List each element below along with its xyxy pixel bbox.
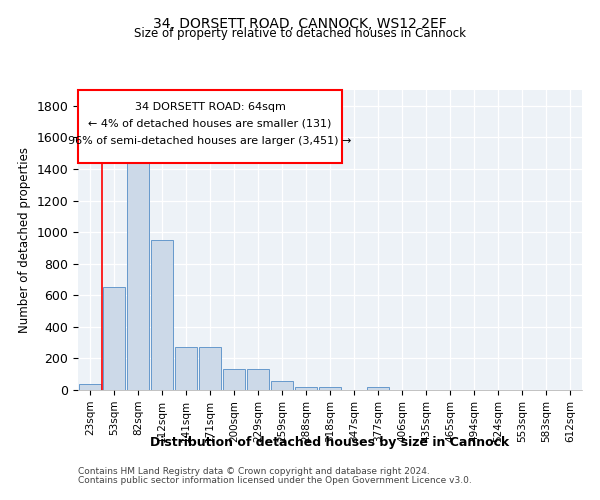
Bar <box>103 288 125 390</box>
Bar <box>271 380 293 390</box>
Y-axis label: Number of detached properties: Number of detached properties <box>18 147 31 333</box>
Text: Contains public sector information licensed under the Open Government Licence v3: Contains public sector information licen… <box>78 476 472 485</box>
Bar <box>295 387 317 390</box>
Text: 34, DORSETT ROAD, CANNOCK, WS12 2EF: 34, DORSETT ROAD, CANNOCK, WS12 2EF <box>153 18 447 32</box>
Bar <box>223 368 245 390</box>
Text: Distribution of detached houses by size in Cannock: Distribution of detached houses by size … <box>151 436 509 449</box>
Bar <box>127 156 149 390</box>
Text: Contains HM Land Registry data © Crown copyright and database right 2024.: Contains HM Land Registry data © Crown c… <box>78 467 430 476</box>
Bar <box>319 387 341 390</box>
Text: 96% of semi-detached houses are larger (3,451) →: 96% of semi-detached houses are larger (… <box>68 136 352 145</box>
Text: Size of property relative to detached houses in Cannock: Size of property relative to detached ho… <box>134 28 466 40</box>
Text: 34 DORSETT ROAD: 64sqm: 34 DORSETT ROAD: 64sqm <box>134 102 286 112</box>
Bar <box>367 387 389 390</box>
Bar <box>199 348 221 390</box>
Bar <box>247 368 269 390</box>
Bar <box>79 384 101 390</box>
Bar <box>175 348 197 390</box>
Bar <box>151 240 173 390</box>
Text: ← 4% of detached houses are smaller (131): ← 4% of detached houses are smaller (131… <box>88 118 332 128</box>
